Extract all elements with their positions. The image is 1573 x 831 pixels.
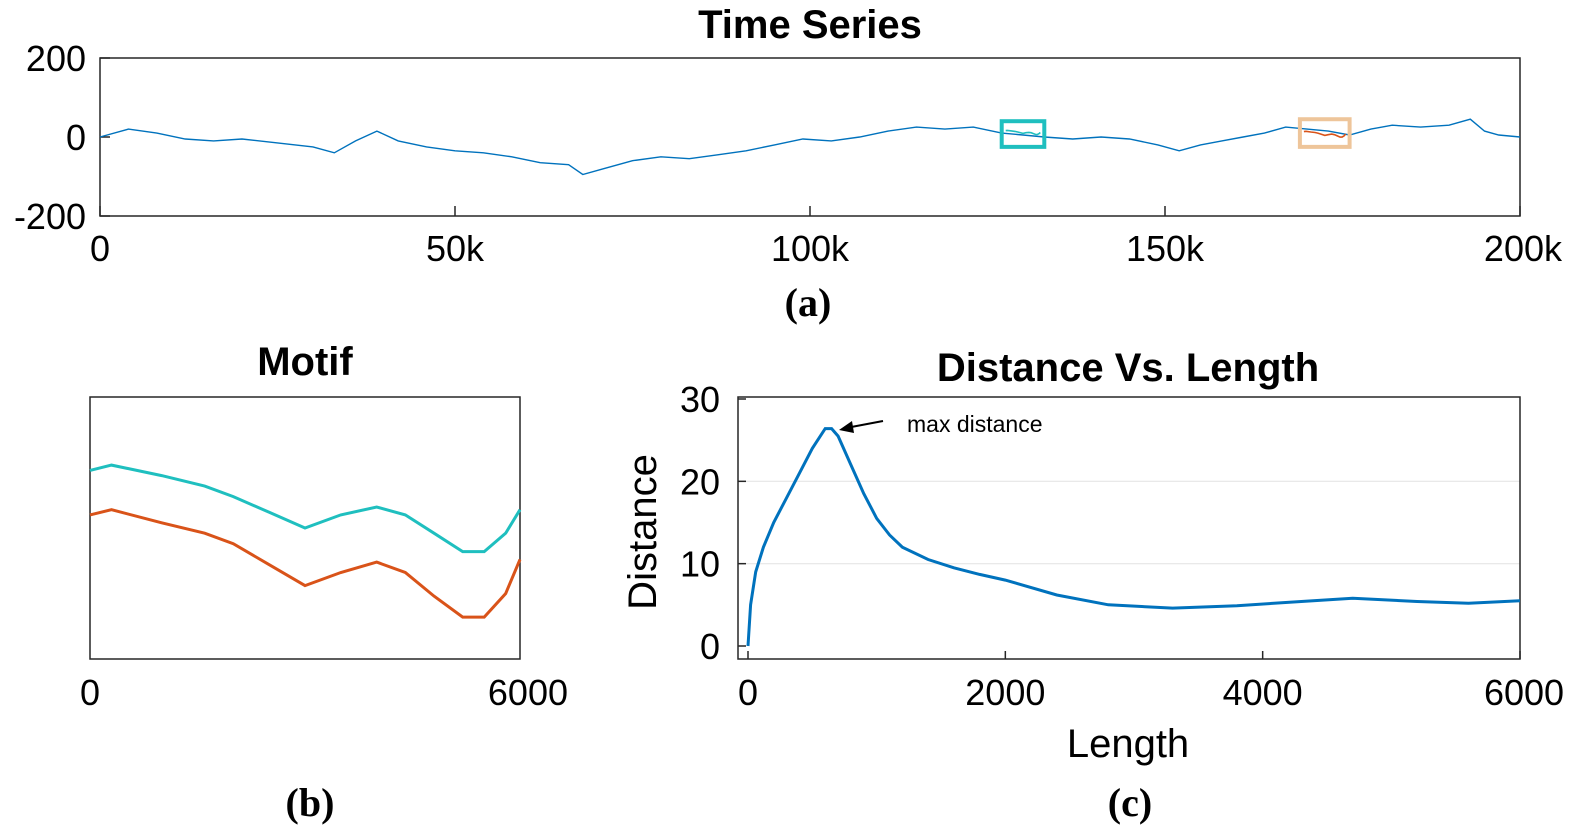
chart-c-x-tick-label: 6000	[1484, 672, 1564, 713]
chart-c-x-tick-label: 0	[738, 672, 758, 713]
caption-a: (a)	[785, 280, 832, 325]
chart-c-y-tick-label: 10	[680, 544, 720, 585]
chart-a-y-tick-label: 0	[66, 117, 86, 158]
caption-c: (c)	[1108, 780, 1152, 825]
chart-a-x-tick-label: 0	[90, 228, 110, 269]
chart-a-highlight-segment-cyan	[1005, 129, 1041, 136]
chart-c-ylabel: Distance	[621, 454, 665, 610]
chart-a-highlight-box-cyan	[999, 119, 1047, 149]
max-distance-arrow-head	[839, 421, 854, 433]
chart-c-axes-box	[737, 396, 1521, 660]
chart-c-x-tick-label: 2000	[965, 672, 1045, 713]
chart-a-y-tick-label: -200	[14, 196, 86, 237]
chart-c-y-tick-label: 0	[700, 626, 720, 667]
panel-c-distance-vs-length: Distance Vs. Length 30 20 10 0 0 2000 4000 600…	[621, 346, 1564, 825]
chart-a-title: Time Series	[698, 3, 922, 47]
chart-a-x-tick-label: 50k	[426, 228, 485, 269]
chart-a-y-tick-label: 200	[26, 38, 86, 79]
caption-b: (b)	[286, 780, 335, 825]
chart-c-x-tick-label: 4000	[1223, 672, 1303, 713]
chart-a-highlight-box-orange	[1297, 117, 1352, 149]
chart-b-x-tick-label: 6000	[488, 672, 568, 713]
chart-a-x-tick-label: 150k	[1126, 228, 1205, 269]
chart-b-axes-box	[89, 396, 521, 660]
chart-a-x-tick-label: 200k	[1484, 228, 1563, 269]
chart-c-y-tick-label: 20	[680, 461, 720, 502]
chart-a-axes-box	[99, 57, 1521, 217]
chart-b-title: Motif	[257, 340, 353, 384]
panel-b-motif: Motif 0 6000 (b)	[80, 340, 568, 825]
chart-c-title: Distance Vs. Length	[937, 346, 1319, 390]
chart-b-motif-orange-line	[89, 508, 522, 619]
chart-c-xlabel: Length	[1067, 722, 1189, 766]
chart-c-y-tick-label: 30	[680, 379, 720, 420]
chart-a-x-tick-label: 100k	[771, 228, 850, 269]
panel-a-time-series: Time Series 2000-200 0 50k 100k 150k 200k (a…	[14, 3, 1563, 325]
chart-b-motif-cyan-line	[89, 463, 522, 554]
chart-a-highlight-segment-orange	[1303, 130, 1347, 138]
max-distance-label: max distance	[907, 411, 1043, 437]
chart-b-x-tick-label: 0	[80, 672, 100, 713]
chart-c-distance-line	[746, 427, 1521, 647]
chart-a-series-line	[99, 118, 1521, 176]
